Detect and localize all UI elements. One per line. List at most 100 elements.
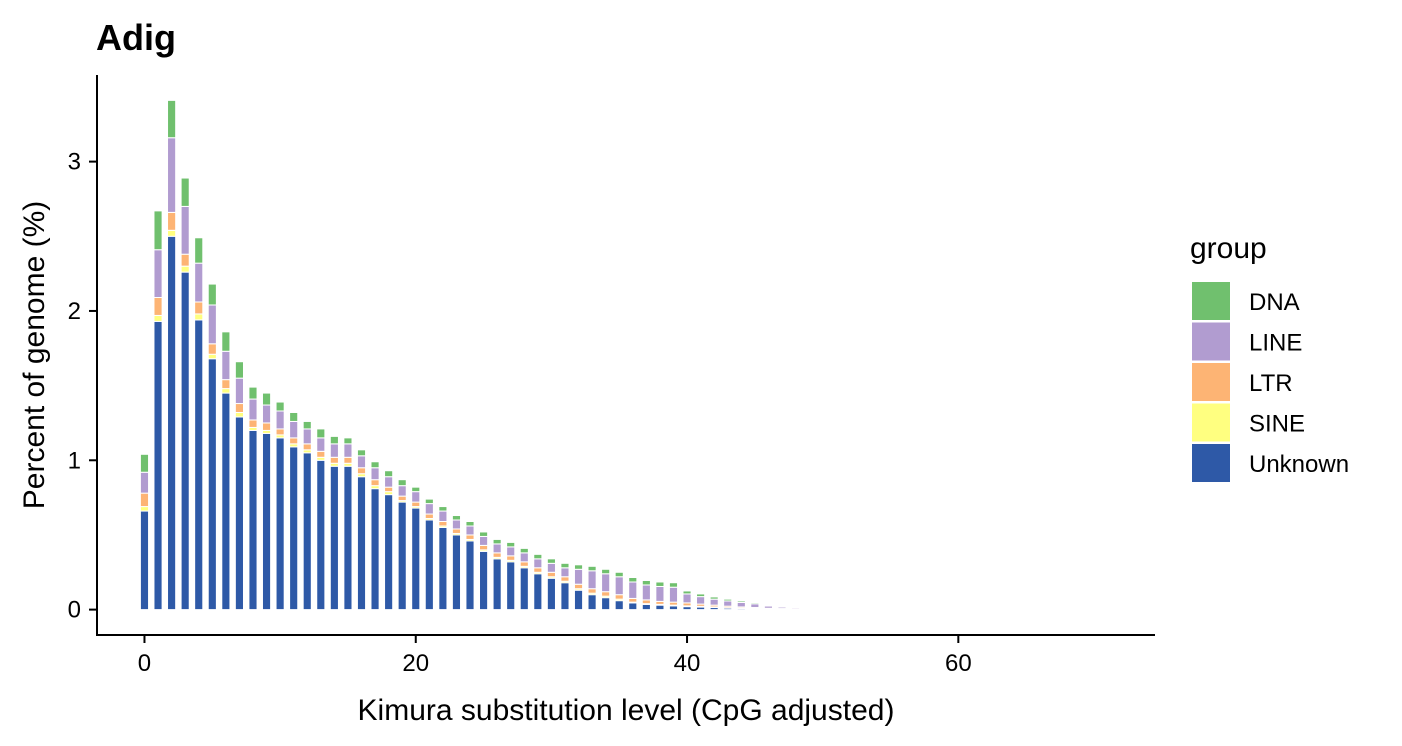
y-tick-label: 2 xyxy=(68,298,81,325)
y-ticks: 0 1 2 3 xyxy=(68,149,97,624)
bar-line-35 xyxy=(614,576,624,596)
bar-ltr-16 xyxy=(356,467,367,475)
legend-key-unknown xyxy=(1192,444,1230,482)
bar-line-19 xyxy=(397,485,407,497)
bar-dna-25 xyxy=(479,531,489,537)
bar-ltr-34 xyxy=(601,591,611,597)
bar-unknown-30 xyxy=(546,577,556,611)
bar-ltr-29 xyxy=(533,567,543,573)
bar-line-10 xyxy=(275,410,285,430)
bar-dna-34 xyxy=(601,568,611,575)
bar-line-21 xyxy=(424,503,434,515)
bar-unknown-3 xyxy=(180,271,190,611)
bar-line-13 xyxy=(316,437,326,452)
bar-unknown-23 xyxy=(451,534,462,611)
x-tick-label: 60 xyxy=(945,650,972,677)
bar-sine-6 xyxy=(221,388,231,394)
bar-unknown-7 xyxy=(234,416,244,611)
bar-ltr-9 xyxy=(261,422,272,431)
bar-dna-9 xyxy=(261,392,272,406)
bar-ltr-18 xyxy=(384,486,394,493)
bar-dna-46 xyxy=(763,604,773,607)
bar-ltr-26 xyxy=(492,552,502,558)
legend-key-sine xyxy=(1192,403,1230,442)
bar-dna-39 xyxy=(668,582,679,588)
bar-ltr-27 xyxy=(506,555,516,561)
bar-ltr-5 xyxy=(207,343,217,355)
legend-label-dna: DNA xyxy=(1249,289,1300,316)
bar-line-8 xyxy=(248,398,258,421)
bar-unknown-15 xyxy=(343,465,353,611)
legend-key-ltr xyxy=(1192,363,1230,401)
bar-unknown-21 xyxy=(424,519,434,611)
bar-unknown-17 xyxy=(370,488,380,611)
x-ticks: 0 20 40 60 xyxy=(138,635,972,677)
bar-unknown-1 xyxy=(153,320,163,611)
bar-unknown-38 xyxy=(655,604,665,611)
bar-dna-11 xyxy=(289,411,299,422)
bar-unknown-31 xyxy=(560,582,570,611)
bar-unknown-16 xyxy=(356,476,367,611)
bar-dna-28 xyxy=(519,547,529,554)
legend-title: group xyxy=(1190,232,1267,265)
bar-dna-44 xyxy=(736,600,746,603)
bar-line-38 xyxy=(655,585,665,602)
bar-dna-6 xyxy=(221,331,231,352)
bar-line-34 xyxy=(601,573,611,593)
bar-line-40 xyxy=(682,593,692,604)
y-tick-label: 1 xyxy=(68,447,81,474)
bar-dna-22 xyxy=(438,506,448,512)
bar-dna-1 xyxy=(153,210,163,251)
bar-dna-13 xyxy=(316,428,326,439)
bar-unknown-9 xyxy=(261,432,272,611)
bar-unknown-20 xyxy=(411,507,421,611)
bar-unknown-36 xyxy=(628,602,638,611)
y-tick-label: 3 xyxy=(68,149,81,176)
x-tick-label: 0 xyxy=(138,650,151,677)
bar-ltr-17 xyxy=(370,479,380,487)
bar-line-16 xyxy=(356,455,367,469)
bar-unknown-6 xyxy=(221,392,231,611)
bar-line-33 xyxy=(587,570,597,590)
bar-unknown-35 xyxy=(614,600,624,611)
bar-ltr-24 xyxy=(465,534,475,540)
bar-ltr-37 xyxy=(641,599,651,605)
bar-ltr-13 xyxy=(316,450,326,458)
legend-label-sine: SINE xyxy=(1249,411,1305,438)
bar-line-14 xyxy=(329,443,339,458)
bar-dna-15 xyxy=(343,437,353,445)
bar-ltr-31 xyxy=(560,576,570,582)
bar-ltr-3 xyxy=(180,253,190,267)
bar-line-11 xyxy=(289,420,299,439)
bar-line-26 xyxy=(492,543,502,554)
bar-ltr-14 xyxy=(329,456,339,464)
bar-unknown-14 xyxy=(329,465,339,611)
legend-key-dna xyxy=(1192,282,1230,320)
bar-line-31 xyxy=(560,567,570,578)
bar-ltr-0 xyxy=(139,492,150,508)
bar-ltr-10 xyxy=(275,428,285,436)
bar-ltr-35 xyxy=(614,594,624,600)
bar-line-29 xyxy=(533,558,543,569)
bar-dna-33 xyxy=(587,565,597,572)
bar-ltr-20 xyxy=(411,501,421,508)
bar-line-22 xyxy=(438,510,448,522)
legend-label-ltr: LTR xyxy=(1249,370,1293,397)
bar-dna-43 xyxy=(723,598,733,602)
bar-dna-17 xyxy=(370,461,380,469)
bar-dna-38 xyxy=(655,581,665,587)
x-axis-title: Kimura substitution level (CpG adjusted) xyxy=(358,694,895,727)
bar-dna-18 xyxy=(384,470,394,478)
bar-line-39 xyxy=(668,586,679,603)
bar-dna-19 xyxy=(397,479,407,487)
bar-sine-7 xyxy=(234,411,244,418)
bar-dna-31 xyxy=(560,562,570,569)
bar-ltr-11 xyxy=(289,437,299,445)
bar-line-37 xyxy=(641,584,651,601)
bar-ltr-28 xyxy=(519,561,529,567)
bar-unknown-2 xyxy=(167,235,177,611)
bar-dna-26 xyxy=(492,538,502,545)
bar-unknown-18 xyxy=(384,494,394,611)
bar-dna-23 xyxy=(451,515,462,521)
